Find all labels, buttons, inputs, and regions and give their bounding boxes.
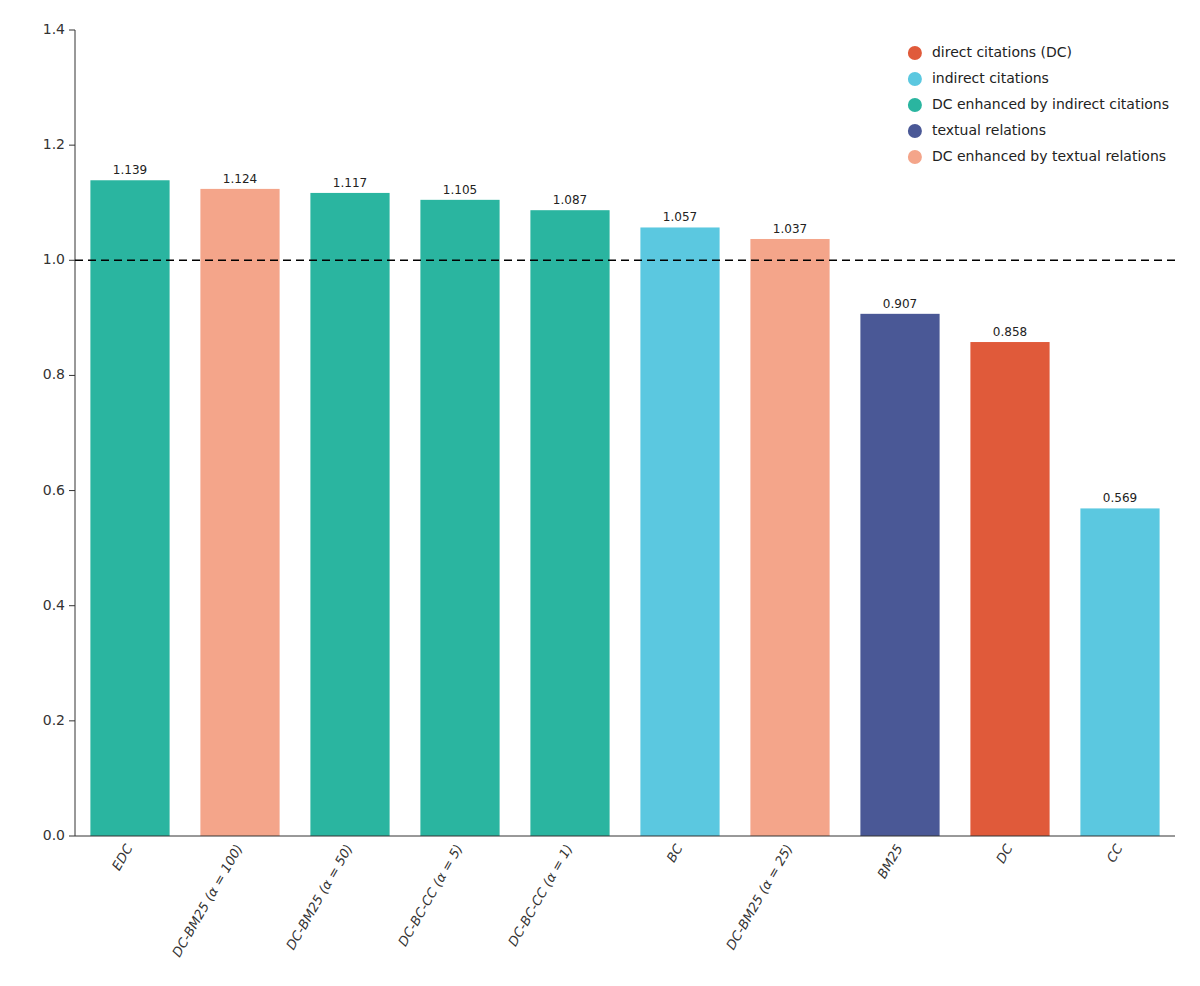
bar: [1080, 508, 1159, 836]
y-tick-label: 0.0: [43, 827, 65, 843]
data-label: 0.569: [1103, 491, 1137, 505]
x-tick-label: CC: [1104, 841, 1127, 865]
legend-label: direct citations (DC): [932, 44, 1072, 60]
legend: direct citations (DC) indirect citations D…: [908, 44, 1169, 164]
x-tick-label: DC: [993, 841, 1016, 866]
x-tick-label: EDC: [109, 841, 136, 873]
bar: [310, 193, 389, 836]
legend-label: textual relations: [932, 122, 1046, 138]
data-label: 1.139: [113, 163, 147, 177]
y-tick-label: 1.2: [43, 136, 65, 152]
data-label: 1.037: [773, 222, 807, 236]
legend-marker: [908, 150, 922, 164]
data-label: 0.858: [993, 325, 1027, 339]
y-tick-label: 0.8: [43, 366, 65, 382]
x-tick-label: BC: [664, 841, 686, 865]
data-labels: 1.139 1.124 1.117 1.105 1.087 1.057 1.037 0.907…: [113, 163, 1137, 505]
bar: [530, 210, 609, 836]
data-label: 1.124: [223, 172, 257, 186]
bar: [90, 180, 169, 836]
x-tick-label: DC-BM25 (α = 100): [169, 842, 246, 960]
y-tick-label: 0.2: [43, 712, 65, 728]
bar: [750, 239, 829, 836]
legend-marker: [908, 46, 922, 60]
data-label: 1.105: [443, 183, 477, 197]
bar: [420, 200, 499, 836]
data-label: 0.907: [883, 297, 917, 311]
y-tick: [69, 605, 75, 606]
x-axis: EDC DC-BM25 (α = 100) DC-BM25 (α = 50) DC-B…: [75, 836, 1175, 959]
y-tick: [69, 720, 75, 721]
bar: [970, 342, 1049, 836]
x-tick-label: DC-BM25 (α = 25): [723, 842, 795, 953]
y-tick-label: 1.0: [43, 251, 65, 267]
y-tick-label: 0.4: [43, 597, 65, 613]
legend-label: DC enhanced by indirect citations: [932, 96, 1169, 112]
legend-label: indirect citations: [932, 70, 1049, 86]
legend-marker: [908, 98, 922, 112]
y-tick: [69, 260, 75, 261]
reference-line: [75, 259, 1175, 261]
bar: [200, 189, 279, 836]
y-tick: [69, 375, 75, 376]
chart: 0.00.20.40.60.81.01.21.41.1391.1241.1171…: [0, 0, 1200, 986]
y-axis: 0.0 0.2 0.4 0.6 0.8 1.0 1.2 1.4: [43, 21, 75, 843]
y-tick: [69, 836, 75, 837]
data-label: 1.057: [663, 210, 697, 224]
x-tick-label: DC-BC-CC (α = 1): [505, 842, 575, 949]
legend-label: DC enhanced by textual relations: [932, 148, 1166, 164]
y-tick-label: 1.4: [43, 21, 65, 37]
y-axis-line: [75, 30, 76, 836]
bar: [640, 227, 719, 836]
x-tick-label: BM25: [874, 842, 905, 881]
legend-marker: [908, 124, 922, 138]
legend-marker: [908, 72, 922, 86]
x-tick-label: DC-BM25 (α = 50): [283, 842, 355, 953]
x-tick-label: DC-BC-CC (α = 5): [395, 842, 465, 949]
y-tick: [69, 30, 75, 31]
data-label: 1.087: [553, 193, 587, 207]
bar: [860, 314, 939, 836]
y-tick: [69, 145, 75, 146]
y-tick-label: 0.6: [43, 482, 65, 498]
y-tick: [69, 490, 75, 491]
data-label: 1.117: [333, 176, 367, 190]
x-axis-line: [75, 836, 1175, 837]
bars: [90, 180, 1159, 836]
